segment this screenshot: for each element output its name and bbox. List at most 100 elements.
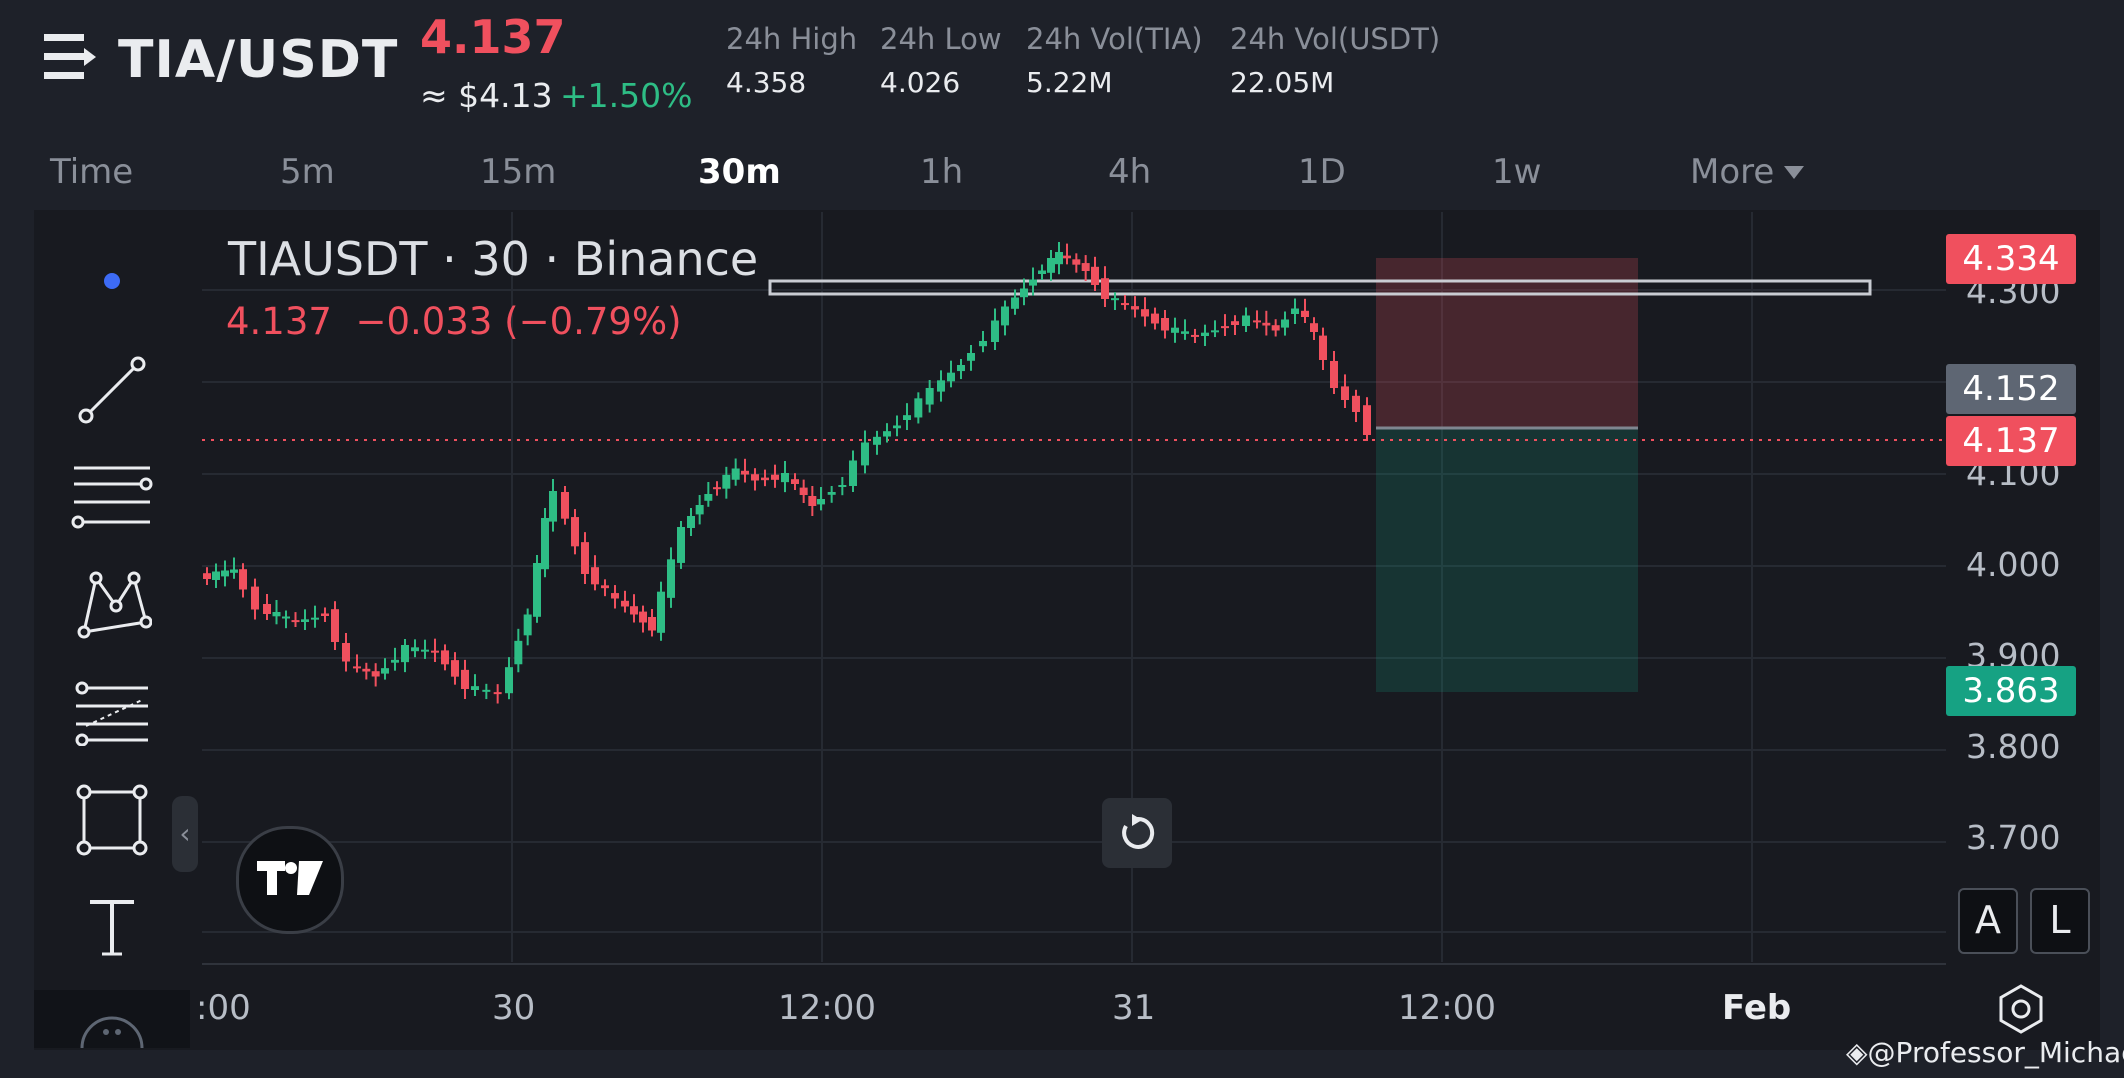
candle-body [301, 619, 309, 622]
tab-1d[interactable]: 1D [1298, 152, 1346, 192]
candle-body [1271, 325, 1280, 331]
collapse-toolbar-button[interactable]: ‹ [172, 796, 198, 872]
reset-chart-button[interactable] [1102, 798, 1172, 868]
candle-body [1141, 309, 1149, 317]
price-tag-current: 4.137 [1946, 416, 2076, 466]
candle-body [849, 460, 857, 486]
x-tick-label: Feb [1722, 988, 1792, 1028]
text-tool-icon[interactable] [86, 896, 138, 960]
candle-body [421, 649, 429, 652]
risk-zone [1376, 258, 1638, 428]
candle-body [291, 620, 300, 623]
tab-more[interactable]: More [1690, 152, 1775, 192]
candle-body [230, 569, 238, 573]
y-tick-label: 3.800 [1966, 727, 2061, 766]
watermark-text: @Professor_Michael [1867, 1036, 2124, 1069]
candle-body [1281, 319, 1289, 328]
candle-body [1081, 263, 1090, 271]
fib-tool-icon[interactable] [72, 680, 152, 746]
settings-icon[interactable] [1994, 982, 2048, 1036]
reward-zone [1376, 428, 1638, 692]
candle-body [861, 442, 869, 466]
candle-body [353, 666, 361, 669]
tab-15m[interactable]: 15m [480, 152, 557, 192]
candle-body [1191, 334, 1199, 337]
horizontal-lines-icon[interactable] [70, 460, 154, 532]
rectangle-tool-icon[interactable] [76, 784, 148, 856]
watermark: ◈@Professor_Michael [1846, 1036, 2124, 1069]
menu-icon[interactable] [44, 32, 96, 82]
candle-body [883, 431, 891, 437]
candle-body [1151, 313, 1159, 324]
tab-1h[interactable]: 1h [920, 152, 964, 192]
more-tools-icon[interactable] [78, 1002, 146, 1048]
chart-legend: TIAUSDT · 30 · Binance [228, 232, 759, 286]
candle-body [371, 671, 380, 677]
stat-value-low: 4.026 [880, 66, 961, 99]
change-percent: +1.50% [560, 76, 693, 115]
tab-1w[interactable]: 1w [1492, 152, 1542, 192]
stat-value-vol-usdt: 22.05M [1230, 66, 1335, 99]
tab-30m[interactable]: 30m [698, 152, 781, 192]
candle-body [791, 479, 799, 484]
candle-body [1020, 288, 1028, 298]
candle-body [630, 606, 638, 615]
pattern-tool-icon[interactable] [76, 566, 152, 640]
candle-body [1253, 320, 1261, 323]
candle-body [1221, 326, 1229, 329]
candle-body [203, 573, 211, 579]
trend-line-icon[interactable] [76, 354, 148, 426]
candle-body [947, 372, 955, 382]
candle-body [601, 585, 609, 589]
x-tick-label: 31 [1112, 988, 1156, 1028]
stat-label-vol-usdt: 24h Vol(USDT) [1230, 22, 1441, 56]
tab-time[interactable]: Time [50, 152, 134, 192]
chart-grid [202, 212, 1946, 965]
candle-body [391, 659, 399, 663]
candle-body [1101, 278, 1109, 299]
tradingview-logo [236, 826, 344, 934]
active-tool-dot [104, 273, 120, 289]
candle-body [817, 499, 825, 505]
candle-body [722, 474, 731, 489]
candle-body [1171, 327, 1179, 333]
candle-body [914, 398, 923, 418]
x-tick-label: 12:00 [1398, 988, 1496, 1028]
chart-pane[interactable] [34, 210, 2100, 1050]
candle-body [621, 600, 629, 607]
candle-body [1211, 330, 1219, 333]
candle-body [1181, 331, 1189, 334]
candle-body [1029, 279, 1037, 286]
chevron-down-icon[interactable] [1784, 166, 1804, 179]
tab-5m[interactable]: 5m [280, 152, 335, 192]
candle-body [648, 617, 656, 631]
candle-body [1301, 310, 1309, 317]
candle-body [461, 669, 469, 689]
candle-body [704, 494, 713, 501]
candle-body [282, 616, 290, 619]
log-scale-button[interactable]: L [2030, 888, 2090, 954]
candle-body [838, 485, 847, 487]
candle-body [979, 341, 987, 347]
candle-body [657, 591, 665, 633]
candle-body [541, 518, 549, 570]
candle-body [751, 474, 759, 481]
candle-body [741, 470, 749, 475]
pair-title[interactable]: TIA/USDT [118, 30, 399, 90]
binance-icon: ◈ [1846, 1036, 1868, 1069]
candle-body [571, 517, 579, 547]
stat-value-vol-tia: 5.22M [1026, 66, 1113, 99]
x-tick-label: :00 [196, 988, 251, 1028]
candle-body [581, 542, 589, 574]
candle-body [272, 612, 281, 617]
candle-body [441, 650, 449, 665]
auto-scale-button[interactable]: A [1958, 888, 2018, 954]
stat-value-high: 4.358 [726, 66, 807, 99]
tab-4h[interactable]: 4h [1108, 152, 1152, 192]
candle-body [549, 491, 557, 522]
candle-body [903, 415, 911, 420]
candle-body [1352, 395, 1360, 412]
resistance-box [768, 279, 1872, 296]
candle-body [221, 570, 229, 577]
